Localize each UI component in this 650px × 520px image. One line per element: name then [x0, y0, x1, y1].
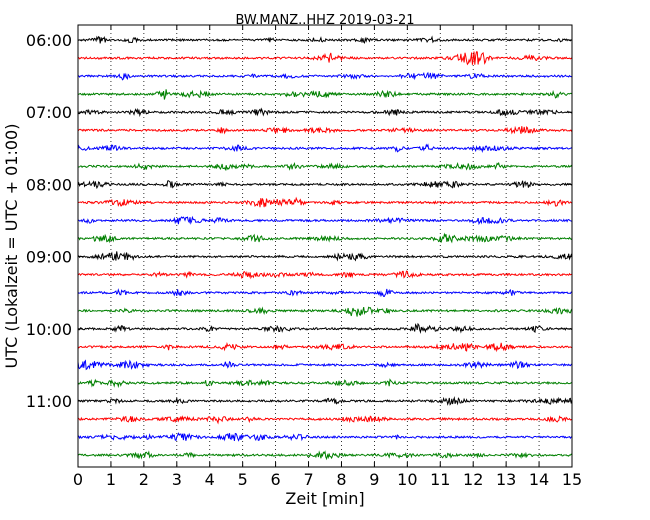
seismic-trace: [77, 180, 573, 190]
x-tick-label: 8: [336, 470, 346, 489]
plot-frame: [77, 24, 573, 468]
seismic-trace: [77, 251, 573, 262]
seismic-trace: [77, 450, 573, 461]
seismic-trace: [77, 288, 573, 298]
y-tick-label: 09:00: [26, 248, 72, 267]
y-tick-label: 08:00: [26, 175, 72, 194]
seismic-trace: [77, 396, 573, 406]
x-tick-label: 6: [271, 470, 281, 489]
seismic-trace: [77, 107, 573, 118]
x-tick-label: 2: [139, 470, 149, 489]
x-tick-label: 7: [303, 470, 313, 489]
y-tick-label: 07:00: [26, 103, 72, 122]
x-tick-label: 13: [496, 470, 516, 489]
seismic-trace: [77, 232, 573, 244]
y-axis-ticks: 06:00 07:00 08:00 09:00 10:00 11:00: [26, 31, 572, 411]
x-tick-label: 10: [397, 470, 417, 489]
y-axis-label: UTC (Lokalzeit = UTC + 01:00): [2, 124, 21, 369]
x-tick-label: 0: [73, 470, 83, 489]
y-tick-label: 06:00: [26, 31, 72, 50]
chart-title: BW.MANZ..HHZ 2019-03-21: [235, 13, 414, 28]
x-tick-label: 3: [172, 470, 182, 489]
seismic-trace: [77, 71, 573, 81]
seismic-trace: [77, 322, 573, 334]
seismic-trace: [77, 342, 573, 353]
x-tick-label: 14: [529, 470, 549, 489]
x-axis-ticks: 0 1 2 3 4 5 6 7 8 9 10 11 12 13 14 15: [73, 25, 582, 489]
x-tick-label: 15: [562, 470, 582, 489]
seismic-trace: [77, 35, 573, 44]
trace-group: [77, 35, 573, 461]
x-axis-label: Zeit [min]: [285, 489, 364, 508]
seismic-trace: [77, 378, 573, 389]
seismic-trace: [77, 415, 573, 425]
y-tick-label: 11:00: [26, 392, 72, 411]
y-tick-label: 10:00: [26, 320, 72, 339]
seismic-trace: [77, 432, 573, 442]
x-tick-label: 1: [106, 470, 116, 489]
seismic-trace: [77, 161, 573, 171]
seismic-trace: [77, 89, 573, 100]
seismic-trace: [77, 270, 573, 280]
seismic-trace: [77, 306, 573, 317]
seismic-trace: [77, 51, 573, 66]
seismic-trace: [77, 215, 573, 226]
grid-lines: [110, 25, 540, 467]
x-tick-label: 5: [238, 470, 248, 489]
seismic-trace: [77, 143, 573, 154]
seismic-trace: [77, 359, 573, 371]
x-tick-label: 9: [369, 470, 379, 489]
x-tick-label: 12: [463, 470, 483, 489]
seismic-trace: [77, 125, 573, 135]
x-tick-label: 4: [205, 470, 215, 489]
x-tick-label: 11: [430, 470, 450, 489]
seismic-trace: [77, 196, 573, 208]
